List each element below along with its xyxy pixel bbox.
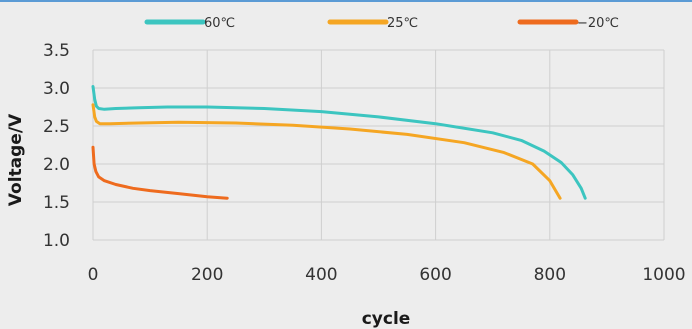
series-line-1 [91, 85, 587, 200]
y-tick-label: 3.0 [43, 79, 70, 99]
y-tick-label: 1.0 [43, 231, 70, 251]
y-axis-title: Voltage/V [6, 113, 26, 206]
series-line-2 [91, 103, 562, 200]
series-lines [91, 85, 587, 200]
y-tick-label: 2.0 [43, 155, 70, 175]
x-axis-title: cycle [362, 309, 411, 329]
legend: 60℃ 25℃ −20℃ [144, 16, 619, 31]
grid-lines [92, 49, 665, 241]
legend-label-1: 60℃ [204, 16, 235, 31]
legend-label-3: −20℃ [577, 16, 619, 31]
x-tick-label: 1000 [642, 265, 685, 285]
y-axis-ticks: 1.0 1.5 2.0 2.5 3.0 3.5 [43, 41, 70, 251]
x-tick-label: 200 [191, 265, 223, 285]
x-tick-label: 400 [305, 265, 337, 285]
legend-label-2: 25℃ [387, 16, 418, 31]
x-tick-label: 800 [534, 265, 566, 285]
y-tick-label: 2.5 [43, 117, 70, 137]
x-tick-label: 600 [419, 265, 451, 285]
x-tick-label: 0 [88, 265, 99, 285]
y-tick-label: 3.5 [43, 41, 70, 61]
series-line-3 [91, 145, 229, 200]
x-axis-ticks: 0 200 400 600 800 1000 [88, 265, 686, 285]
y-tick-label: 1.5 [43, 193, 70, 213]
